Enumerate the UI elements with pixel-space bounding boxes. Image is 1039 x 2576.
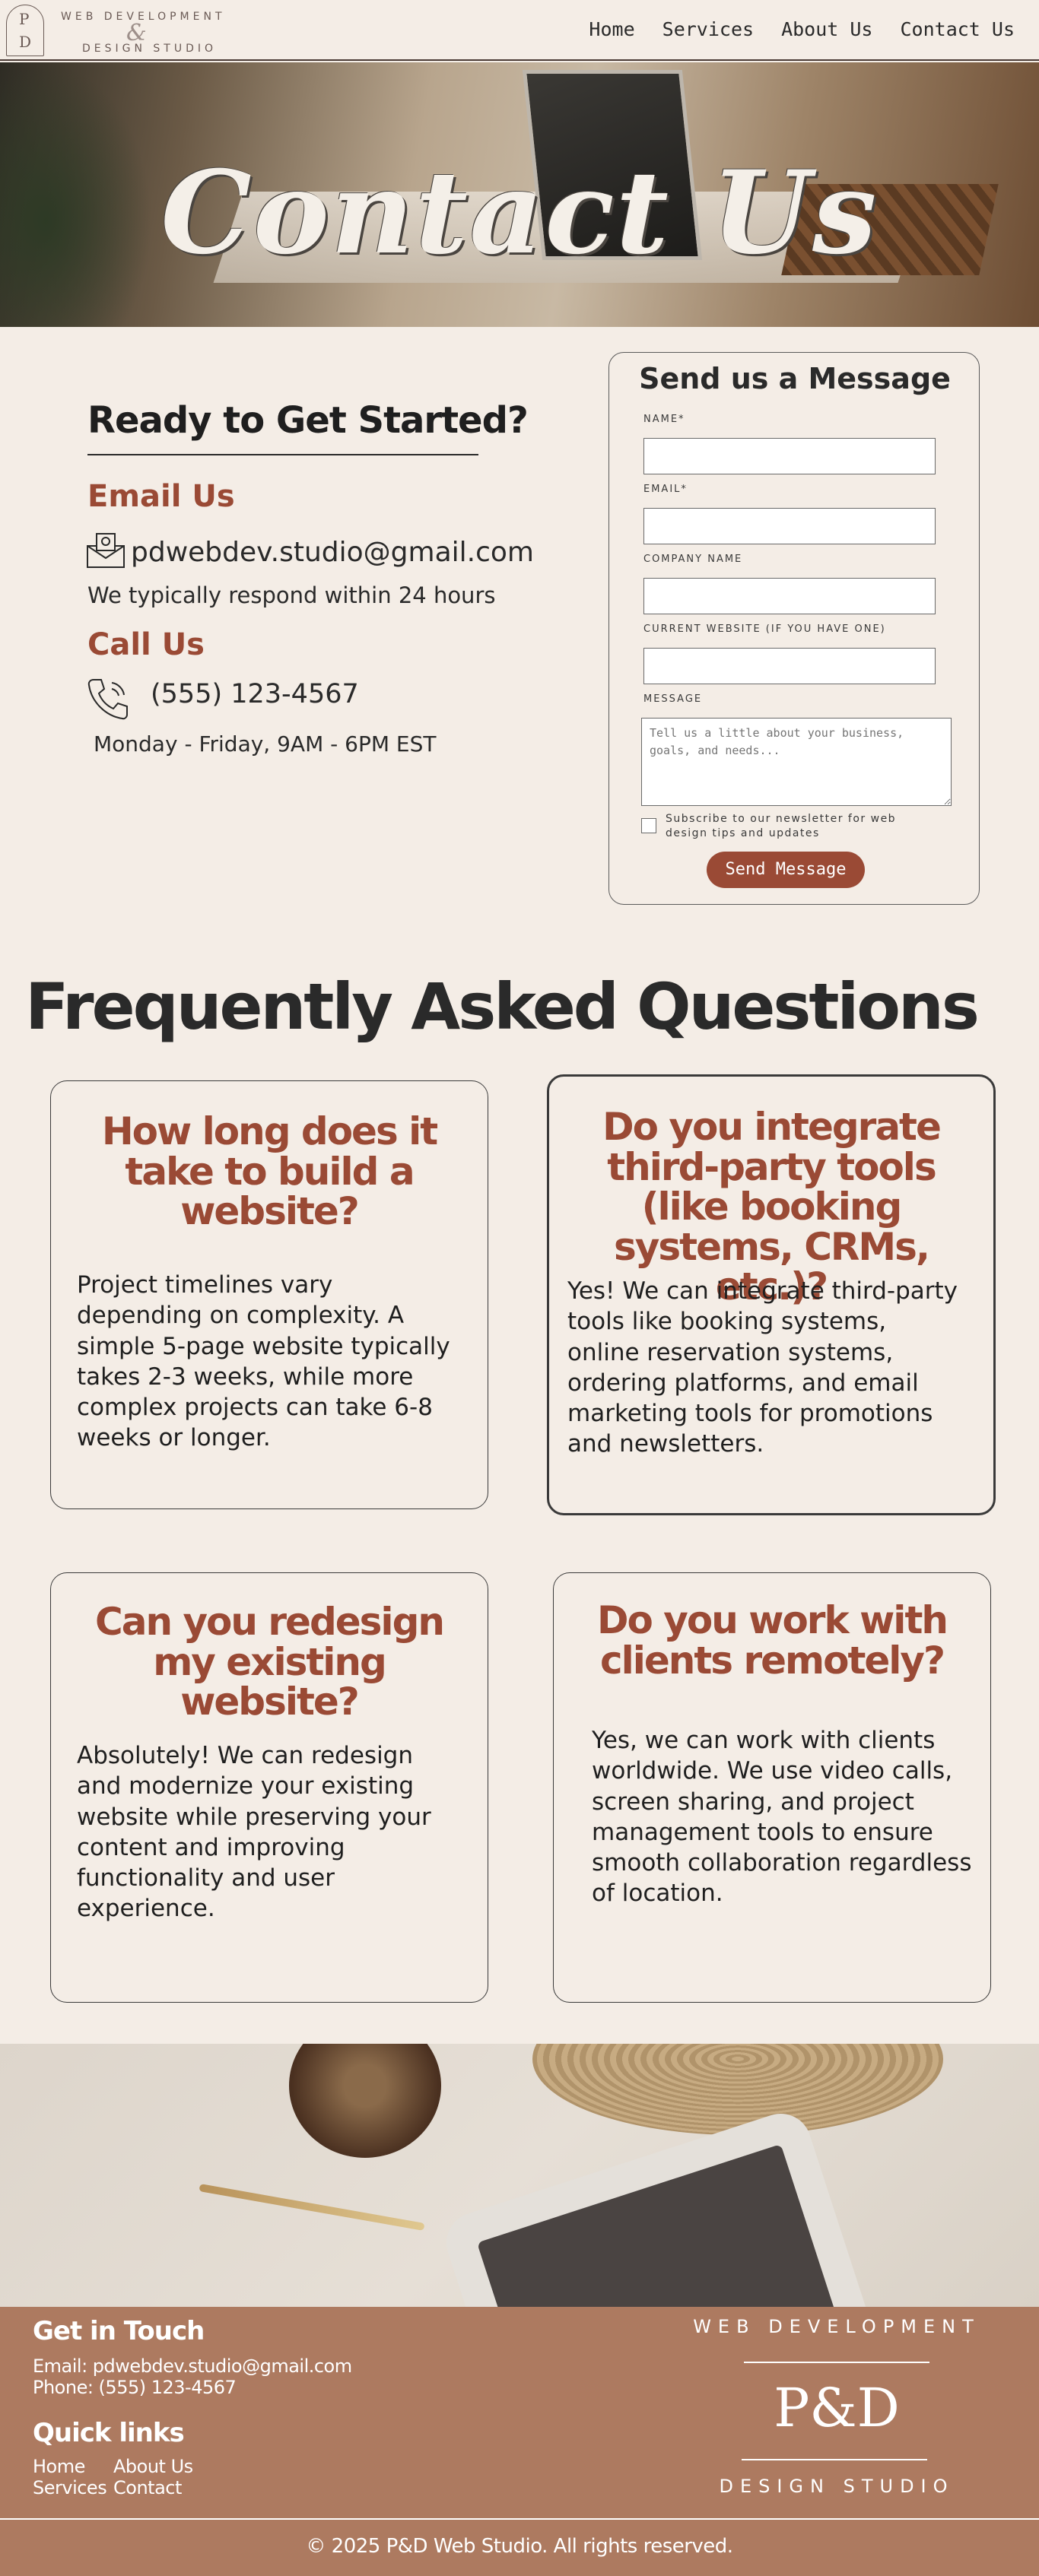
mail-icon xyxy=(87,533,125,568)
desk-flatlay-image xyxy=(0,2044,1039,2307)
footer-logo-divider xyxy=(744,2362,929,2363)
nav-contact-us[interactable]: Contact Us xyxy=(900,18,1015,40)
site-footer: Get in Touch Email: pdwebdev.studio@gmai… xyxy=(0,2307,1039,2576)
subscribe-checkbox[interactable] xyxy=(641,818,656,833)
footer-phone: Phone: (555) 123-4567 xyxy=(33,2377,237,2398)
logo-top-text: WEB DEVELOPMENT xyxy=(61,11,226,23)
respond-note: We typically respond within 24 hours xyxy=(87,582,496,608)
heading-divider xyxy=(87,454,478,455)
clip-bowl-image xyxy=(289,2044,441,2158)
footer-logo-monogram: P&D xyxy=(774,2377,900,2439)
company-label: COMPANY NAME xyxy=(643,554,743,565)
footer-link-services[interactable]: Services xyxy=(33,2477,107,2498)
message-label: MESSAGE xyxy=(643,693,703,705)
logo-ampersand: & xyxy=(126,20,147,46)
nav-about-us[interactable]: About Us xyxy=(781,18,873,40)
hero-plant-image xyxy=(0,62,152,327)
footer-logo-bottom: DESIGN STUDIO xyxy=(719,2476,955,2497)
website-field[interactable] xyxy=(643,648,936,684)
company-field[interactable] xyxy=(643,578,936,614)
site-logo[interactable]: P D WEB DEVELOPMENT & DESIGN STUDIO xyxy=(6,5,227,56)
faq-heading: Frequently Asked Questions xyxy=(25,969,980,1044)
footer-logo-top: WEB DEVELOPMENT xyxy=(693,2316,980,2337)
email-field[interactable] xyxy=(643,508,936,544)
site-header: P D WEB DEVELOPMENT & DESIGN STUDIO Home… xyxy=(0,0,1039,61)
name-label: NAME* xyxy=(643,414,685,425)
faq-answer: Yes, we can work with clients worldwide.… xyxy=(592,1727,972,1908)
faq-question: Do you integrate third-party tools (like… xyxy=(602,1105,942,1309)
footer-get-in-touch: Get in Touch xyxy=(33,2316,205,2346)
faq-card-timeline: How long does it take to build a website… xyxy=(50,1080,488,1509)
phone-icon xyxy=(87,679,128,720)
faq-question: How long does it take to build a website… xyxy=(101,1109,438,1233)
send-message-button[interactable]: Send Message xyxy=(707,852,865,888)
copyright: © 2025 P&D Web Studio. All rights reserv… xyxy=(306,2535,733,2558)
email-label: EMAIL* xyxy=(643,484,688,495)
logo-bottom-text: DESIGN STUDIO xyxy=(82,43,218,55)
faq-answer: Absolutely! We can redesign and moderniz… xyxy=(77,1742,431,1923)
email-heading: Email Us xyxy=(87,479,235,514)
footer-email: Email: pdwebdev.studio@gmail.com xyxy=(33,2356,352,2377)
contact-form: Send us a Message NAME* EMAIL* COMPANY N… xyxy=(608,352,980,905)
faq-card-integrations: Do you integrate third-party tools (like… xyxy=(547,1074,996,1515)
message-field[interactable] xyxy=(641,718,952,806)
faq-answer: Project timelines vary depending on comp… xyxy=(77,1271,450,1452)
form-title: Send us a Message xyxy=(639,362,951,395)
faq-question: Can you redesign my existing website? xyxy=(95,1600,445,1724)
logo-letter-d: D xyxy=(19,33,32,51)
faq-answer: Yes! We can integrate third-party tools … xyxy=(567,1277,958,1458)
logo-arch-icon: P D xyxy=(6,5,44,56)
hero-title: Contact Us xyxy=(160,146,879,280)
tablet-screen xyxy=(477,2143,847,2307)
footer-separator xyxy=(0,2518,1039,2520)
woven-basket-image xyxy=(532,2044,943,2135)
main-nav: Home Services About Us Contact Us xyxy=(575,18,1028,40)
faq-question: Do you work with clients remotely? xyxy=(597,1598,948,1683)
nav-services[interactable]: Services xyxy=(662,18,755,40)
phone-link[interactable]: (555) 123-4567 xyxy=(151,679,359,709)
tablet-image xyxy=(438,2105,885,2307)
website-label: CURRENT WEBSITE (IF YOU HAVE ONE) xyxy=(643,623,886,635)
footer-link-home[interactable]: Home xyxy=(33,2456,85,2477)
name-field[interactable] xyxy=(643,438,936,474)
footer-link-contact[interactable]: Contact xyxy=(113,2477,182,2498)
email-link[interactable]: pdwebdev.studio@gmail.com xyxy=(131,537,534,568)
nav-home[interactable]: Home xyxy=(589,18,635,40)
hero-banner: Contact Us xyxy=(0,62,1039,327)
subscribe-label: Subscribe to our newsletter for web desi… xyxy=(666,813,897,839)
pen-image xyxy=(199,2184,425,2231)
footer-logo-divider xyxy=(742,2459,927,2460)
call-heading: Call Us xyxy=(87,627,205,662)
faq-card-redesign: Can you redesign my existing website? Ab… xyxy=(50,1572,488,2003)
ready-heading: Ready to Get Started? xyxy=(87,399,529,442)
footer-link-about-us[interactable]: About Us xyxy=(113,2456,193,2477)
logo-letter-p: P xyxy=(19,10,30,28)
business-hours: Monday - Friday, 9AM - 6PM EST xyxy=(94,731,437,757)
faq-card-remote: Do you work with clients remotely? Yes, … xyxy=(553,1572,991,2003)
footer-quick-links: Quick links xyxy=(33,2418,185,2448)
